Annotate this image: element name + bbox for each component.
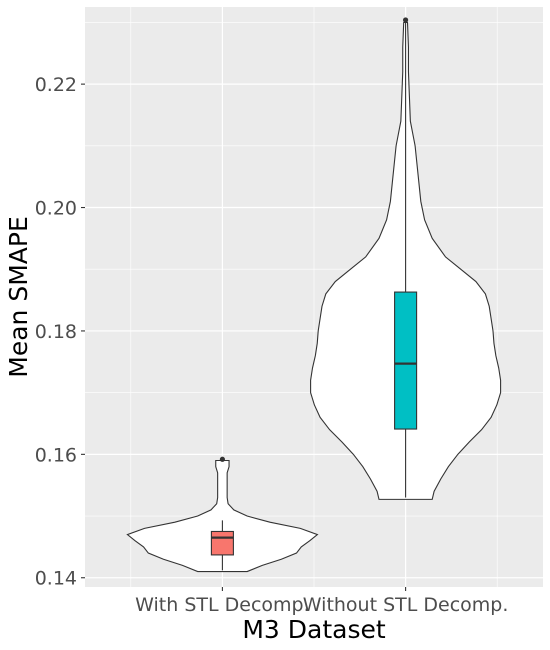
- y-tick-label: 0.18: [35, 321, 77, 343]
- outlier-point: [219, 456, 225, 462]
- x-axis-title: M3 Dataset: [242, 615, 386, 644]
- y-tick-label: 0.20: [35, 198, 77, 220]
- violin-outline: [126, 459, 319, 573]
- box: [210, 530, 234, 556]
- x-tick-label: Without STL Decomp.: [303, 594, 509, 616]
- y-axis-title: Mean SMAPE: [4, 216, 33, 377]
- y-tick-label: 0.14: [35, 568, 77, 590]
- violins: [126, 17, 502, 573]
- x-axis: With STL Decomp.Without STL Decomp.: [135, 587, 508, 616]
- box: [394, 291, 418, 430]
- outlier-point: [403, 17, 409, 23]
- y-tick-label: 0.22: [35, 74, 77, 96]
- x-tick-label: With STL Decomp.: [135, 594, 309, 616]
- y-axis: 0.14 0.16 0.18 0.20 0.22: [35, 74, 85, 590]
- y-tick-label: 0.16: [35, 444, 77, 466]
